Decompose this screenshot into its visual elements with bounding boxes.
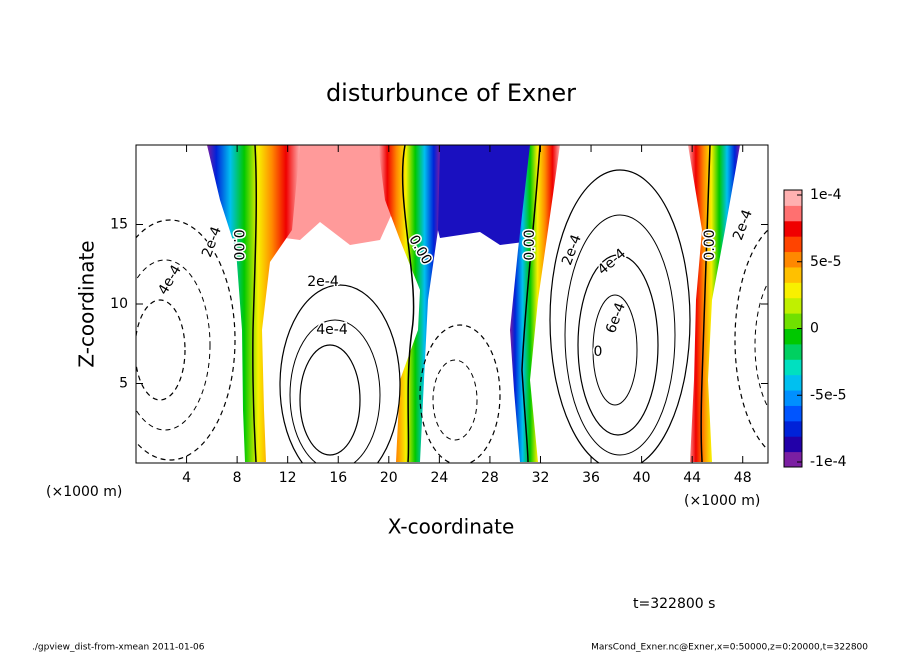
colorbar-swatch — [784, 328, 802, 345]
x-tick-label: 48 — [734, 470, 752, 486]
y-tick-label: 5 — [119, 376, 128, 392]
colorbar-swatch — [784, 359, 802, 376]
colorbar-swatch — [784, 190, 802, 206]
colorbar-swatch — [784, 405, 802, 422]
x-tick-label: 16 — [329, 470, 347, 486]
x-tick-label: 40 — [633, 470, 651, 486]
colorbar-tick-label: 5e-5 — [810, 254, 841, 270]
negative-region — [425, 145, 545, 245]
contour-label: 4e-4 — [316, 322, 348, 338]
x-tick-label: 32 — [532, 470, 550, 486]
colorbar-swatch — [784, 282, 802, 299]
colorbar-swatch — [784, 220, 802, 237]
contour-label: 6e-4 — [603, 300, 629, 335]
band — [378, 145, 440, 462]
field — [136, 145, 768, 463]
colorbar-swatch — [784, 266, 802, 283]
contour-label: 0.00 — [522, 229, 538, 260]
colorbar-tick-label: 0 — [810, 321, 819, 337]
footer-right: MarsCond_Exner.nc@Exner,x=0:50000,z=0:20… — [591, 643, 868, 653]
x-unit: (×1000 m) — [684, 493, 760, 509]
colorbar-swatch — [784, 297, 802, 314]
colorbar-tick-label: -1e-4 — [810, 454, 847, 470]
chart-title: disturbunce of Exner — [326, 79, 576, 107]
x-tick-label: 12 — [279, 470, 297, 486]
colorbar-tick-label: 1e-4 — [810, 187, 842, 203]
colorbar-swatch — [784, 313, 802, 329]
x-tick-label: 4 — [182, 470, 191, 486]
x-axis-label: X-coordinate — [388, 515, 515, 539]
y-axis-label: Z-coordinate — [75, 240, 99, 367]
colorbar-swatch — [784, 436, 802, 453]
band — [688, 145, 740, 462]
x-tick-label: 8 — [233, 470, 242, 486]
colorbar-swatch — [784, 251, 802, 268]
x-tick-label: 20 — [380, 470, 398, 486]
time-label: t=322800 s — [633, 596, 715, 612]
contour-label: 0.00 — [230, 229, 246, 260]
contour-lines — [136, 145, 768, 463]
colorbar-swatch — [784, 205, 802, 222]
contour-label: 0.00 — [702, 229, 718, 260]
contour-label: 4e-4 — [155, 262, 185, 297]
contour-label: 2e-4 — [307, 274, 339, 290]
colorbar-tick-label: -5e-5 — [810, 387, 847, 403]
contour-label: 2e-4 — [199, 224, 225, 259]
contour-label: 4e-4 — [595, 246, 629, 279]
colorbar-swatch — [784, 390, 802, 406]
x-tick-label: 44 — [683, 470, 701, 486]
footer-left: ./gpview_dist-from-xmean 2011-01-06 — [32, 643, 205, 653]
x-tick-label: 36 — [582, 470, 600, 486]
colorbar-swatch — [784, 343, 802, 360]
colorbar-swatch — [784, 374, 802, 391]
x-tick-label: 28 — [481, 470, 499, 486]
colorbar-swatch — [784, 451, 802, 468]
y-tick-label: 15 — [110, 217, 128, 233]
contour-label: 2e-4 — [730, 207, 756, 242]
y-tick-label: 10 — [110, 296, 128, 312]
colorbar-swatch — [784, 236, 802, 253]
x-tick-label: 24 — [430, 470, 448, 486]
positive-region — [270, 145, 398, 245]
x-unit: (×1000 m) — [46, 484, 122, 500]
colorbar-swatch — [784, 420, 802, 437]
contour-label: 0 — [594, 344, 603, 360]
